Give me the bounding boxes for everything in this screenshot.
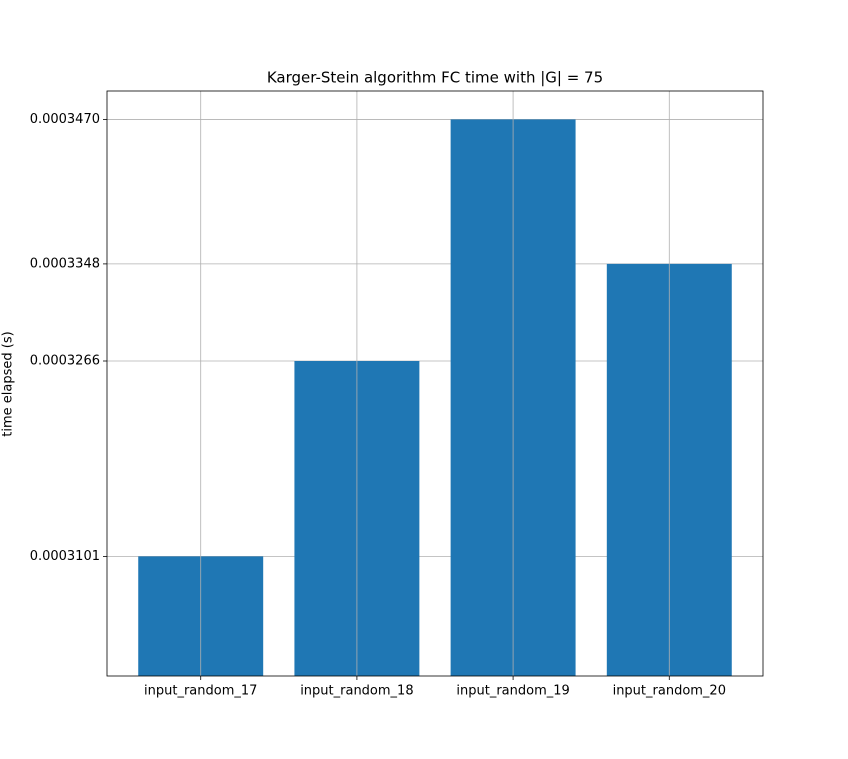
y-tick-label: 0.0003266 (30, 354, 100, 369)
x-tick-label: input_random_17 (144, 684, 257, 699)
x-tick-label: input_random_18 (300, 684, 413, 699)
y-tick-label: 0.0003348 (30, 256, 100, 271)
chart-title: Karger-Stein algorithm FC time with |G| … (267, 69, 603, 87)
x-tick-label: input_random_20 (613, 684, 726, 699)
x-tick-label: input_random_19 (456, 684, 569, 699)
plot-frame (106, 90, 764, 677)
y-tick-label: 0.0003470 (30, 112, 100, 127)
y-axis-label: time elapsed (s) (1, 331, 16, 436)
y-tick-label: 0.0003101 (30, 549, 100, 564)
